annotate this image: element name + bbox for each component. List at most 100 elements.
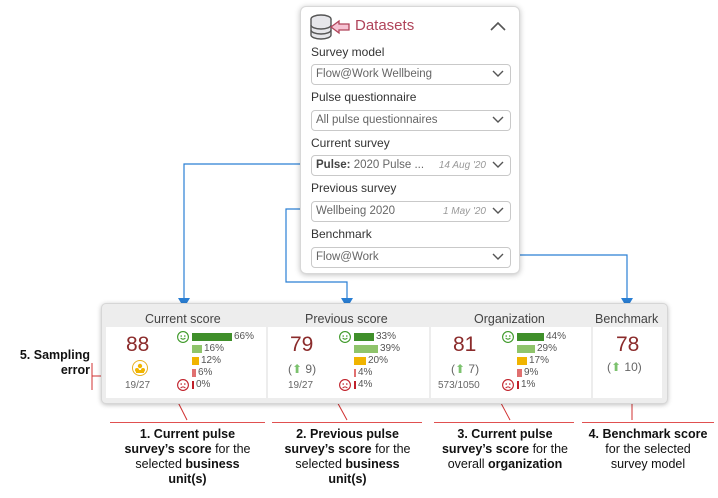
distribution-bar [354, 357, 366, 365]
benchmark-value: Flow@Work [316, 251, 379, 263]
distribution-bar [354, 345, 378, 353]
pulse-questionnaire-label: Pulse questionnaire [311, 90, 417, 104]
distribution-bar [192, 345, 202, 353]
scores-card: Current score 88 19/27 66% 16% 12% 6% 0% Pre… [101, 303, 668, 404]
annotation-1-line3b: business [185, 457, 240, 471]
previous-delta: (⬆ 9) [288, 362, 317, 376]
annotation-3-line3b: organization [487, 457, 563, 471]
sampling-error-icon[interactable] [132, 360, 148, 376]
current-score-title: Current score [145, 312, 221, 326]
annotation-1-line4: unit(s) [168, 472, 207, 486]
annotation-previous-pulse: 2. Previous pulse survey’s score for the… [265, 427, 430, 487]
distribution-bar [517, 333, 544, 341]
current-response-count: 19/27 [125, 380, 151, 391]
current-survey-value: 2020 Pulse ... [353, 159, 425, 171]
annotation-benchmark: 4. Benchmark score for the selected surv… [578, 427, 718, 472]
arrow-up-icon: ⬆ [455, 362, 466, 376]
distribution-bar [192, 357, 199, 365]
organization-delta: (⬆ 7) [451, 362, 480, 376]
distribution-bar [192, 333, 232, 341]
database-icon [310, 14, 350, 40]
current-survey-select[interactable]: Pulse: 2020 Pulse ... 14 Aug '20 [311, 155, 511, 176]
annotation-2-line4: unit(s) [328, 472, 367, 486]
distribution-percent: 20% [368, 355, 389, 366]
annotation-4-line1: 4. Benchmark score [588, 427, 708, 441]
happy-face-icon [339, 331, 351, 343]
annotation-1-line2b: for the [211, 442, 251, 456]
panel-title: Datasets [355, 17, 415, 34]
annotation-underline [110, 422, 265, 423]
arrow-up-icon: ⬆ [611, 360, 622, 374]
previous-response-count: 19/27 [288, 380, 314, 391]
annotation-3-line2b: for the [529, 442, 569, 456]
distribution-bar [192, 369, 196, 377]
organization-score-value: 81 [453, 333, 477, 356]
organization-delta-value: 7 [468, 362, 476, 376]
organization-score-panel: 81 (⬆ 7) 573/1050 44% 29% 17% 9% 1% [431, 327, 591, 398]
happy-face-icon [502, 331, 514, 343]
distribution-bar [354, 369, 356, 377]
chevron-down-icon [492, 207, 504, 214]
chevron-up-icon[interactable] [489, 19, 507, 33]
distribution-percent: 29% [537, 343, 558, 354]
previous-delta-value: 9 [305, 362, 313, 376]
benchmark-score-value: 78 [616, 333, 640, 356]
survey-model-select[interactable]: Flow@Work Wellbeing [311, 64, 511, 85]
sampling-error-annotation: 5. Sampling error [4, 348, 90, 378]
distribution-percent: 1% [521, 379, 536, 390]
organization-score-title: Organization [474, 312, 545, 326]
annotation-2-line2b: for the [371, 442, 411, 456]
current-score-panel: 88 19/27 66% 16% 12% 6% 0% [106, 327, 266, 398]
distribution-percent: 0% [196, 379, 211, 390]
previous-score-title: Previous score [305, 312, 388, 326]
benchmark-score-panel: 78 (⬆ 10) [593, 327, 662, 398]
annotation-underline [434, 422, 574, 423]
survey-model-value: Flow@Work Wellbeing [316, 68, 433, 80]
previous-survey-label: Previous survey [311, 181, 397, 195]
annotation-2-line2a: survey’s score [284, 442, 372, 456]
benchmark-select[interactable]: Flow@Work [311, 247, 511, 268]
annotation-1-line1: 1. Current pulse [139, 427, 236, 441]
distribution-percent: 66% [234, 331, 255, 342]
annotation-4-line2: for the selected [605, 442, 691, 456]
annotation-underline [272, 422, 422, 423]
distribution-percent: 4% [358, 379, 373, 390]
benchmark-delta-value: 10 [624, 360, 638, 374]
distribution-percent: 17% [529, 355, 550, 366]
distribution-bar [354, 381, 356, 389]
sampling-error-line1: 5. Sampling [19, 348, 90, 362]
previous-survey-value: Wellbeing 2020 [316, 205, 396, 217]
survey-model-label: Survey model [311, 45, 385, 59]
distribution-percent: 9% [524, 367, 539, 378]
annotation-4-line3: survey model [610, 457, 686, 471]
benchmark-delta: (⬆ 10) [607, 360, 642, 374]
previous-survey-date: 1 May '20 [442, 206, 486, 217]
pulse-questionnaire-select[interactable]: All pulse questionnaires [311, 110, 511, 131]
current-survey-date: 14 Aug '20 [438, 160, 486, 171]
distribution-percent: 39% [380, 343, 401, 354]
previous-score-value: 79 [290, 333, 314, 356]
chevron-down-icon [492, 161, 504, 168]
previous-survey-select[interactable]: Wellbeing 2020 1 May '20 [311, 201, 511, 222]
distribution-bar [517, 345, 535, 353]
annotation-3-line1: 3. Current pulse [457, 427, 553, 441]
annotation-2-line1: 2. Previous pulse [296, 427, 399, 441]
chevron-down-icon [492, 116, 504, 123]
arrow-up-icon: ⬆ [292, 362, 303, 376]
annotation-1-line2a: survey’s score [124, 442, 212, 456]
annotation-2-line3: selected [295, 457, 346, 471]
annotation-underline [582, 422, 714, 423]
annotation-1-line3: selected [135, 457, 186, 471]
distribution-percent: 33% [376, 331, 397, 342]
happy-face-icon [177, 331, 189, 343]
current-survey-label: Current survey [311, 136, 390, 150]
annotation-current-org: 3. Current pulse survey’s score for the … [425, 427, 585, 472]
organization-response-count: 573/1050 [438, 380, 480, 391]
annotation-current-pulse: 1. Current pulse survey’s score for the … [105, 427, 270, 487]
distribution-percent: 44% [546, 331, 567, 342]
distribution-bar [517, 369, 522, 377]
annotation-2-line3b: business [345, 457, 400, 471]
previous-score-panel: 79 (⬆ 9) 19/27 33% 39% 20% 4% 4% [268, 327, 429, 398]
distribution-percent: 12% [201, 355, 222, 366]
annotation-3-line2a: survey’s score [441, 442, 530, 456]
